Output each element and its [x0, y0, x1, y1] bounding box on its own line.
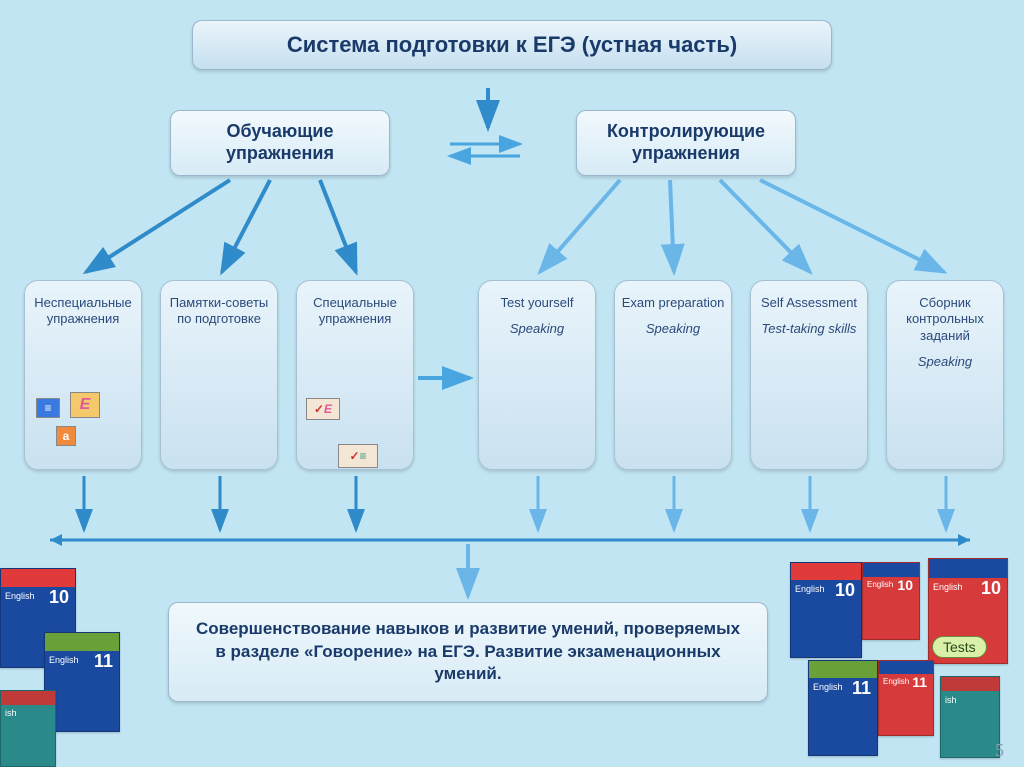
leaf6-title: Self Assessment — [761, 295, 857, 311]
sub-box-learning: Обучающие упражнения — [170, 110, 390, 176]
title-box: Система подготовки к ЕГЭ (устная часть) — [192, 20, 832, 70]
thumb-check-e-icon: ✓E — [306, 398, 340, 420]
thumb-a-icon: a — [56, 426, 76, 446]
thumb-lines-icon: ≡ — [36, 398, 60, 418]
leaf4-title: Test yourself — [501, 295, 574, 311]
leaf7-title: Сборник контрольных заданий — [893, 295, 997, 344]
leaf5-title: Exam preparation — [622, 295, 725, 311]
leaf-non-special: Неспециальные упражнения — [24, 280, 142, 470]
sub-left-text: Обучающие упражнения — [171, 121, 389, 164]
tests-badge: Tests — [932, 636, 987, 658]
leaf4-sub: Speaking — [510, 321, 564, 337]
leaf1-title: Неспециальные упражнения — [31, 295, 135, 328]
thumb-e-icon: E — [70, 392, 100, 418]
leaf-special: Специальные упражнения — [296, 280, 414, 470]
leaf-exam-prep: Exam preparation Speaking — [614, 280, 732, 470]
title-text: Система подготовки к ЕГЭ (устная часть) — [287, 32, 737, 58]
leaf5-sub: Speaking — [646, 321, 700, 337]
sub-box-controlling: Контролирующие упражнения — [576, 110, 796, 176]
leaf-self-assessment: Self Assessment Test-taking skills — [750, 280, 868, 470]
book-ish-teal-right: ish — [940, 676, 1000, 758]
leaf2-title: Памятки-советы по подготовке — [167, 295, 271, 328]
bottom-text: Совершенствование навыков и развитие уме… — [193, 618, 743, 687]
leaf3-title: Специальные упражнения — [303, 295, 407, 328]
leaf-test-yourself: Test yourself Speaking — [478, 280, 596, 470]
book-english-10-blue-right: English10 — [790, 562, 862, 658]
sub-right-text: Контролирующие упражнения — [577, 121, 795, 164]
bottom-summary-box: Совершенствование навыков и развитие уме… — [168, 602, 768, 702]
leaf-collection: Сборник контрольных заданий Speaking — [886, 280, 1004, 470]
book-english-11-red-right: English11 — [878, 660, 934, 736]
leaf-memos: Памятки-советы по подготовке — [160, 280, 278, 470]
thumb-check-lines-icon: ✓≡ — [338, 444, 378, 468]
book-english-11-blue-right: English11 — [808, 660, 878, 756]
book-ish-teal-left: ish — [0, 690, 56, 767]
book-english-10-red-activity: English10 — [862, 562, 920, 640]
leaf7-sub: Speaking — [918, 354, 972, 370]
leaf6-sub: Test-taking skills — [762, 321, 857, 337]
page-number: 5 — [995, 740, 1004, 761]
